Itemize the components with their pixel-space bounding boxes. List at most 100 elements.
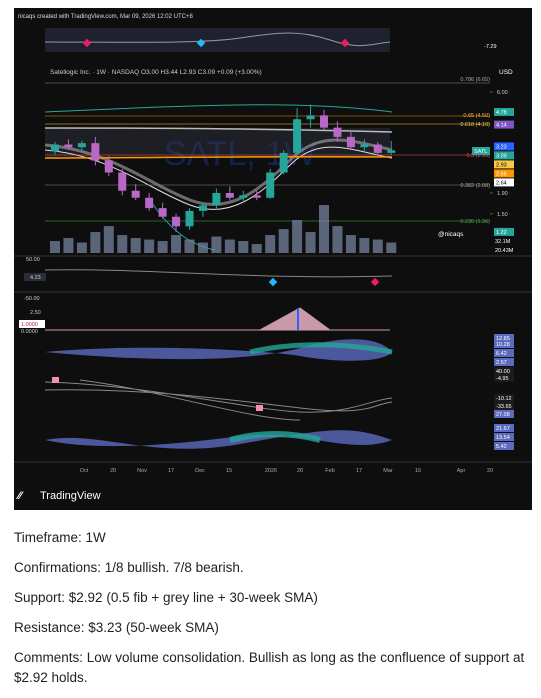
chart-bg [14, 8, 532, 510]
candle-body [77, 143, 86, 148]
marker [82, 38, 92, 48]
volume-bar [251, 244, 262, 253]
y-tick-label: 1.90 [497, 191, 508, 197]
price-badge-label: 2.66 [496, 171, 507, 177]
price-badge-label: 2.64 [496, 180, 507, 186]
price-badge [494, 151, 514, 160]
brand-mark: ⁄⁄ [15, 490, 24, 502]
x-tick-label: 20 [297, 468, 303, 474]
volume-bar [76, 242, 87, 253]
osc-line [44, 269, 393, 278]
fib-label: 0.5 (2.93) [466, 153, 490, 159]
volume-bar [90, 232, 101, 253]
pane-badge [494, 340, 514, 348]
volume-bar [130, 238, 141, 253]
pane-badge [494, 374, 514, 382]
price-badge-label: 4.14 [496, 123, 507, 129]
x-tick-label: 17 [356, 468, 362, 474]
x-tick-label: Dec [195, 468, 205, 474]
volume-label: 20.43M [495, 248, 514, 254]
volume-bar [103, 226, 114, 253]
brand: TradingView [40, 490, 101, 502]
volume-bar [224, 239, 235, 253]
pane-right-label: 6.42 [496, 351, 507, 357]
volume-bar [238, 241, 249, 253]
y-tick-label: 6.00 [497, 90, 508, 96]
pane-label: 50.00 [26, 257, 40, 263]
sma-line [44, 104, 393, 113]
pane-label: 1.0000 [21, 322, 38, 328]
pane-right-label: 27.08 [496, 412, 510, 418]
pane-badge [494, 334, 514, 342]
volume-bar [305, 232, 316, 253]
fib-label: 0.382 (2.08) [460, 183, 490, 189]
pane-right-label: -4.95 [496, 376, 509, 382]
price-badge [494, 120, 514, 129]
volume-bar [171, 235, 182, 253]
pane-badge [24, 273, 46, 281]
volume-bar [292, 220, 303, 253]
pane-badge [494, 402, 514, 410]
candle-body [239, 195, 248, 198]
post: Timeframe: 1W Confirmations: 1/8 bullish.… [14, 528, 532, 698]
post-line: Comments: Low volume consolidation. Bull… [14, 650, 525, 685]
sma-line [44, 155, 393, 159]
osc-line [44, 379, 393, 421]
pane-label: 4.23 [30, 275, 41, 281]
price-badge-label: 3.09 [496, 153, 507, 159]
pane-right-label: -33.65 [496, 404, 512, 410]
candle-body [373, 144, 382, 153]
pane-right-label: 21.67 [496, 426, 510, 432]
candle-body [64, 144, 73, 148]
price-badge-label: 4.78 [496, 110, 507, 116]
x-tick-label: Mar [383, 468, 393, 474]
x-tick-label: 2026 [265, 468, 277, 474]
x-tick-label: Oct [80, 468, 89, 474]
candle-body [320, 115, 328, 128]
marker [256, 405, 263, 411]
pane-right-label: 10.28 [496, 342, 510, 348]
chart-image: nicaqs created with TradingView.com, Mar… [14, 8, 532, 510]
band [45, 128, 390, 158]
pane-badge [494, 367, 514, 375]
fib-label: 0.236 (1.36) [460, 219, 490, 225]
x-tick-label: Nov [137, 468, 147, 474]
volume-bar [184, 239, 195, 253]
pane-badge [494, 410, 514, 418]
marker [268, 277, 278, 287]
post-line: Timeframe: 1W [14, 530, 106, 545]
author-tag: @nicaqs [438, 231, 464, 238]
ticker-tag-text: SATL [474, 149, 487, 155]
pane-badge [494, 433, 514, 441]
candle-body [185, 210, 194, 227]
fib-label: 0.786 (6.65) [460, 77, 490, 83]
x-tick-label: 20 [110, 468, 116, 474]
pane-label: -7.29 [484, 44, 497, 50]
candle-body [346, 136, 355, 148]
mini-line [44, 32, 391, 47]
pane-right-label: 5.42 [496, 444, 507, 450]
volume-bar [157, 241, 168, 253]
volume-bar [197, 242, 208, 253]
volume-bar [265, 235, 276, 253]
x-tick-label: Feb [325, 468, 334, 474]
symbol-line: Satellogic Inc. · 1W · NASDAQ O3.00 H3.4… [50, 69, 262, 76]
pane-label: -50.00 [24, 296, 40, 302]
fib-label: 0.618 (4.10) [460, 122, 490, 128]
price-badge-label: 2.93 [496, 162, 507, 168]
pane-badge [494, 442, 514, 450]
pane-right-label: 13.54 [496, 435, 510, 441]
wave [249, 342, 393, 355]
x-tick-label: Apr [457, 468, 466, 474]
candle-body [279, 152, 288, 173]
sma-line [44, 146, 393, 210]
candle-body [172, 216, 181, 227]
candle-body [91, 143, 100, 161]
wave [45, 339, 392, 361]
pane-right-label: 12.85 [496, 336, 510, 342]
candle-body [104, 160, 113, 173]
candle-body [360, 144, 369, 148]
volume-bar [386, 242, 397, 253]
price-badge [494, 142, 514, 151]
